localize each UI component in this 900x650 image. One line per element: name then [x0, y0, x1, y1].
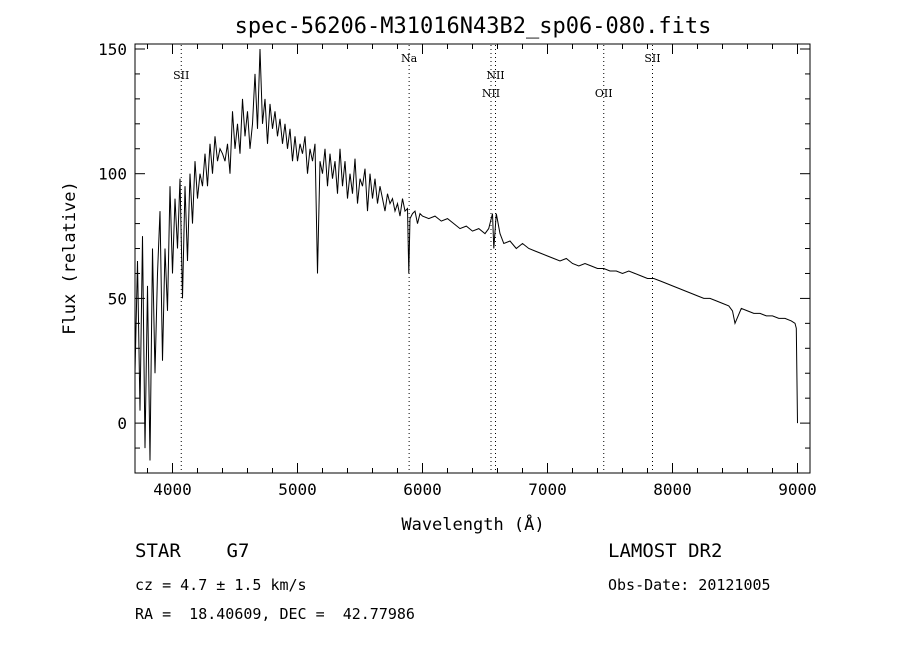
- y-axis-label: Flux (relative): [60, 181, 80, 335]
- x-tick-label: 6000: [403, 480, 442, 499]
- survey-text: LAMOST DR2: [608, 540, 723, 562]
- plot-frame: [134, 43, 811, 474]
- x-tick-label: 5000: [278, 480, 317, 499]
- plot-area: 4000 5000 6000 7000 8000 9000 0 50 100 150 SII Na NI…: [98, 40, 817, 499]
- obs-date-text: Obs-Date: 20121005: [608, 576, 771, 594]
- y-tick-label: 150: [98, 40, 127, 59]
- spectral-line-label: SII: [644, 52, 660, 65]
- spectrum-line: [134, 48, 798, 461]
- spectral-line-label: Na: [401, 52, 418, 65]
- y-tick-label: 50: [108, 289, 127, 308]
- redshift-text: cz = 4.7 ± 1.5 km/s: [135, 576, 307, 594]
- spectral-line-label: NII: [486, 69, 504, 82]
- spectral-line-label: NII: [482, 87, 500, 100]
- coordinates-text: RA = 18.40609, DEC = 42.77986: [135, 605, 415, 623]
- spectral-line-label: SII: [173, 69, 189, 82]
- spectral-line-label: OII: [595, 87, 613, 100]
- x-tick-label: 9000: [778, 480, 817, 499]
- x-tick-label: 8000: [653, 480, 692, 499]
- chart-title: spec-56206-M31016N43B2_sp06-080.fits: [235, 14, 712, 39]
- classification-text: STAR G7: [135, 540, 250, 562]
- x-axis-label: Wavelength (Å): [401, 513, 544, 535]
- y-tick-label: 100: [98, 165, 127, 184]
- x-tick-label: 4000: [153, 480, 192, 499]
- y-tick-label: 0: [117, 414, 127, 433]
- x-tick-label: 7000: [528, 480, 567, 499]
